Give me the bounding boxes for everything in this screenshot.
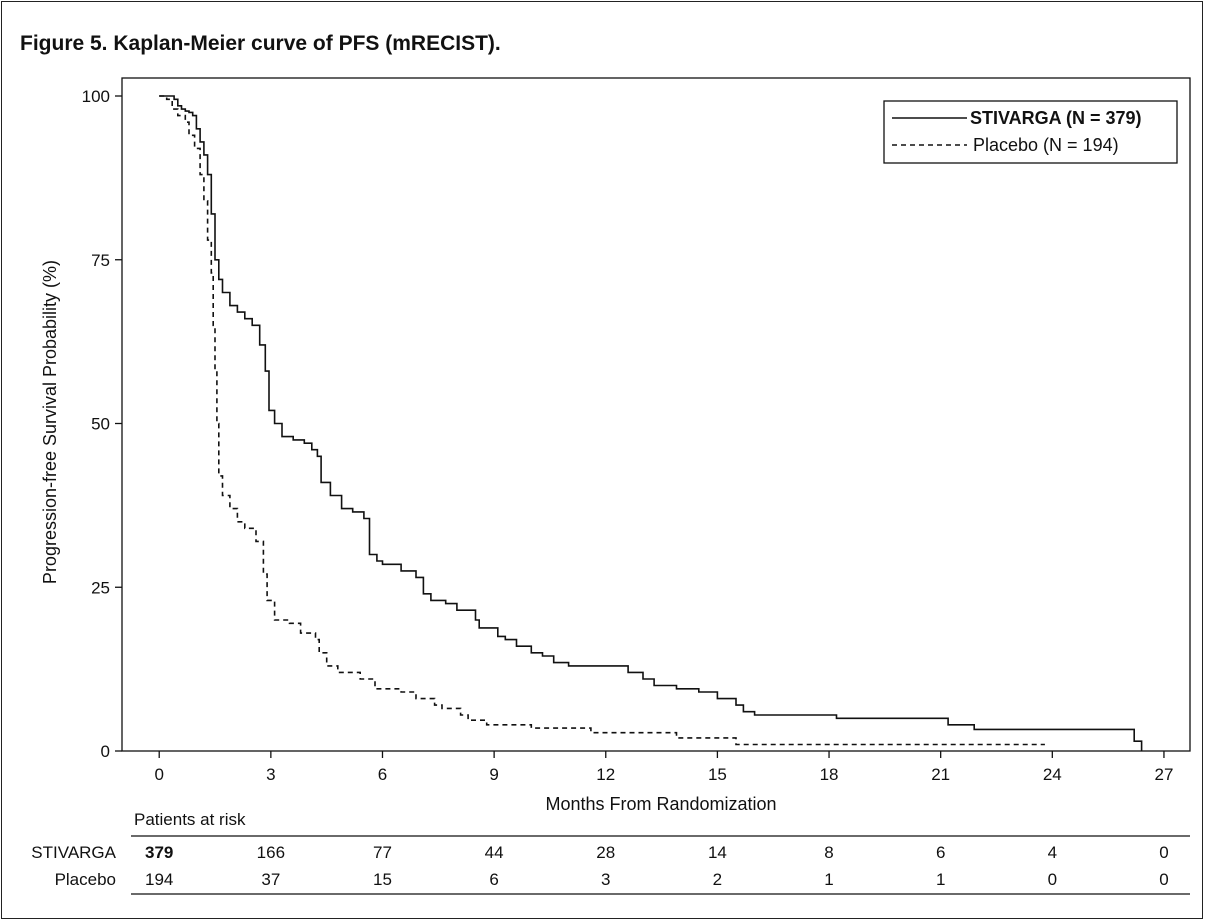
y-tick-label: 0 — [101, 742, 110, 761]
legend-label-stivarga: STIVARGA (N = 379) — [970, 108, 1142, 128]
risk-cell: 8 — [824, 843, 833, 862]
x-tick-label: 12 — [596, 765, 615, 784]
x-tick-label: 3 — [266, 765, 275, 784]
legend-box — [883, 100, 1178, 164]
risk-table-title: Patients at risk — [134, 810, 246, 829]
risk-cell: 28 — [596, 843, 615, 862]
risk-cell: 166 — [257, 843, 285, 862]
y-tick-label: 50 — [91, 415, 110, 434]
y-axis: 0 25 50 75 100 — [82, 87, 122, 761]
risk-cell: 0 — [1048, 870, 1057, 889]
risk-cell: 379 — [145, 843, 173, 862]
risk-cell: 2 — [713, 870, 722, 889]
risk-row-label-stivarga: STIVARGA — [31, 843, 116, 862]
risk-cell: 194 — [145, 870, 173, 889]
series-line-placebo — [159, 95, 1045, 746]
risk-row-label-placebo: Placebo — [55, 870, 116, 889]
y-tick-label: 25 — [91, 578, 110, 597]
x-tick-label: 15 — [708, 765, 727, 784]
risk-cell: 6 — [489, 870, 498, 889]
risk-cell: 1 — [824, 870, 833, 889]
x-axis: 0 3 6 9 12 15 18 21 24 27 — [154, 751, 1173, 784]
risk-cell: 44 — [485, 843, 504, 862]
series-lines — [159, 95, 1143, 751]
chart-title: Figure 5. Kaplan-Meier curve of PFS (mRE… — [20, 32, 501, 55]
legend-label-placebo: Placebo (N = 194) — [973, 135, 1119, 155]
x-tick-label: 0 — [154, 765, 163, 784]
x-tick-label: 27 — [1154, 765, 1173, 784]
risk-table-values: 379 166 77 44 28 14 8 6 4 0 194 37 15 6 3 2 1 1 0 0 — [145, 843, 1169, 889]
series-line-stivarga — [159, 95, 1143, 751]
y-tick-label: 100 — [82, 87, 110, 106]
risk-cell: 3 — [601, 870, 610, 889]
x-axis-label: Months From Randomization — [545, 794, 776, 814]
risk-cell: 37 — [261, 870, 280, 889]
x-tick-label: 24 — [1043, 765, 1062, 784]
x-tick-label: 18 — [820, 765, 839, 784]
x-tick-label: 21 — [931, 765, 950, 784]
risk-cell: 4 — [1048, 843, 1057, 862]
y-tick-label: 75 — [91, 251, 110, 270]
risk-cell: 77 — [373, 843, 392, 862]
risk-cell: 0 — [1159, 843, 1168, 862]
risk-cell: 14 — [708, 843, 727, 862]
risk-cell: 0 — [1159, 870, 1168, 889]
x-tick-label: 6 — [378, 765, 387, 784]
plot-area — [121, 77, 1191, 752]
x-tick-label: 9 — [489, 765, 498, 784]
risk-cell: 15 — [373, 870, 392, 889]
risk-cell: 6 — [936, 843, 945, 862]
y-axis-label: Progression-free Survival Probability (%… — [40, 260, 60, 584]
legend: STIVARGA (N = 379) Placebo (N = 194) — [883, 100, 1178, 164]
risk-cell: 1 — [936, 870, 945, 889]
